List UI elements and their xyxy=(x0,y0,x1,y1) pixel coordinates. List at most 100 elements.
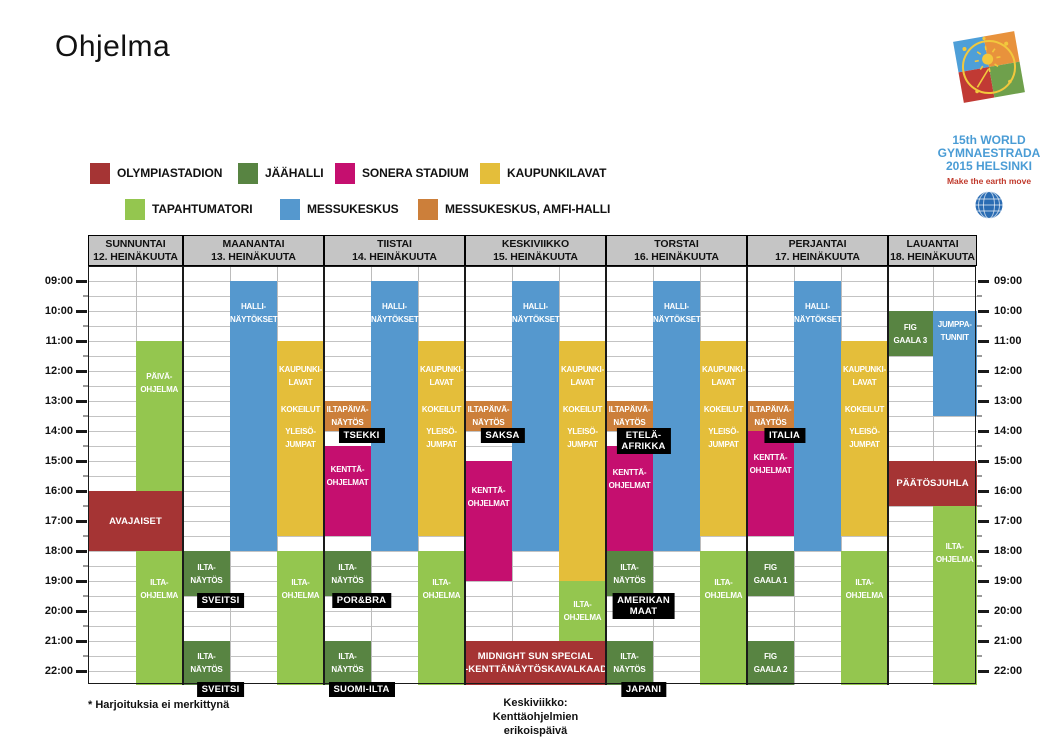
event-label-line: PÄIVÄ- xyxy=(146,372,173,381)
event-label-line: NÄYTÖS xyxy=(190,575,223,585)
event-label-line: KAUPUNKI- xyxy=(560,365,605,374)
time-label-left: 18:00 xyxy=(44,545,73,557)
country-tag-line: SAKSA xyxy=(485,429,520,441)
hour-tick xyxy=(978,400,989,403)
event-label-line: ILTA- xyxy=(338,652,357,661)
country-tag-japani: JAPANI xyxy=(620,682,667,697)
day-header-sunnuntai: SUNNUNTAI 12. HEINÄKUUTA xyxy=(88,235,183,266)
event-label-line: OHJELMAT xyxy=(326,478,369,487)
event-ilta-naytos: ILTA- NÄYTÖS xyxy=(606,641,653,685)
half-hour-tick xyxy=(977,295,982,297)
country-tag-line: AFRIKKA xyxy=(621,441,666,452)
day-header-lauantai: LAUANTAI 18. HEINÄKUUTA xyxy=(888,235,977,266)
event-ilta-naytos: ILTA- NÄYTÖS xyxy=(183,641,230,685)
hour-tick xyxy=(76,550,87,553)
event-label-line: YLEISÖ- xyxy=(567,427,598,436)
half-hour-tick xyxy=(977,325,982,327)
event-label-line: KENTTÄ- xyxy=(330,465,365,474)
event-label: PÄIVÄ- OHJELMA xyxy=(136,370,184,396)
event-label: ILTA- OHJELMA xyxy=(700,576,747,602)
time-label-right: 15:00 xyxy=(994,455,1023,467)
time-label-left: 16:00 xyxy=(44,485,73,497)
country-tag-amerikan-maat: AMERIKAN MAAT xyxy=(612,593,675,619)
day-date: 12. HEINÄKUUTA xyxy=(93,251,178,263)
event-label-line: ILTA- xyxy=(197,652,216,661)
hour-tick xyxy=(978,580,989,583)
event-label: ILTA- OHJELMA xyxy=(136,576,184,602)
event-label-line: NÄYTÖS xyxy=(613,665,646,674)
event-label: KAUPUNKI- LAVAT xyxy=(841,363,888,389)
event-label-line: TUNNIT xyxy=(940,333,969,342)
event-label-line: NÄYTÖS xyxy=(472,418,505,427)
hour-tick xyxy=(76,460,87,463)
country-tag-etela-afrikka: ETELÄ- AFRIKKA xyxy=(616,428,671,454)
half-hour-tick xyxy=(977,475,982,477)
country-tag-por-bra: POR&BRA xyxy=(331,593,392,608)
half-hour-tick xyxy=(977,385,982,387)
event-label-line: NÄYTÖKSET xyxy=(371,315,419,324)
event-label-line: KOKEILUT xyxy=(703,405,744,414)
time-label-left: 09:00 xyxy=(44,275,73,287)
legend-label: OLYMPIASTADION xyxy=(117,166,223,180)
event-label-line: FIG xyxy=(764,562,777,572)
event-halli-naytokset: HALLI- NÄYTÖKSET xyxy=(371,281,419,551)
country-tag-line: ITALIA xyxy=(768,429,801,441)
event-ilta-naytos: ILTA- NÄYTÖS xyxy=(606,551,653,596)
event-label-line: KOKEILUT xyxy=(280,405,321,414)
event-label: KAUPUNKI- LAVAT xyxy=(700,363,747,389)
half-hour-tick xyxy=(83,625,88,627)
hour-tick xyxy=(978,490,989,493)
day-date: 16. HEINÄKUUTA xyxy=(634,251,719,263)
country-tag-line: ETELÄ- xyxy=(625,429,662,441)
time-label-left: 20:00 xyxy=(44,605,73,617)
event-label-line: OHJELMAT xyxy=(467,499,510,508)
event-label-line: LAVAT xyxy=(570,378,595,387)
half-hour-tick xyxy=(977,415,982,417)
event-label-line: OHJELMA xyxy=(281,591,320,600)
day-date: 14. HEINÄKUUTA xyxy=(352,251,437,263)
event-label-line: FIG xyxy=(903,322,917,332)
hour-tick xyxy=(978,670,989,673)
event-label-line: KOKEILUT xyxy=(844,405,885,414)
event-label-line: ILTA- xyxy=(945,542,964,551)
time-label-left: 14:00 xyxy=(44,425,73,437)
event-label: YLEISÖ- JUMPAT xyxy=(559,425,606,451)
time-label-right: 20:00 xyxy=(994,605,1023,617)
country-tag-saksa: SAKSA xyxy=(480,428,525,443)
hour-tick xyxy=(76,430,87,433)
hour-tick xyxy=(978,430,989,433)
event-label-line: ILTAPÄIVÄ- xyxy=(326,405,369,414)
day-header-maanantai: MAANANTAI 13. HEINÄKUUTA xyxy=(183,235,324,266)
event-label-line: OHJELMAT xyxy=(608,481,651,490)
country-tag-line: SVEITSI xyxy=(201,683,240,695)
event-label-line: ILTA- xyxy=(197,562,216,572)
event-iltapaiva-naytos: ILTAPÄIVÄ- NÄYTÖS xyxy=(324,401,371,431)
event-label-line: ILTA- xyxy=(338,562,357,572)
legend-swatch-jaahalli xyxy=(238,163,258,184)
half-hour-tick xyxy=(977,595,982,597)
event-label-line: KAUPUNKI- xyxy=(419,365,464,374)
event-label: ILTA- OHJELMA xyxy=(277,576,324,602)
time-label-right: 21:00 xyxy=(994,635,1023,647)
gridline xyxy=(88,551,977,552)
event-label-line: NÄYTÖS xyxy=(331,575,364,585)
hour-tick xyxy=(76,370,87,373)
time-label-right: 13:00 xyxy=(994,395,1023,407)
half-hour-tick xyxy=(83,565,88,567)
event-label-line: OHJELMA xyxy=(140,591,179,600)
country-tag-suomi-ilta: SUOMI-ILTA xyxy=(328,682,395,697)
event-label: KOKEILUT xyxy=(277,403,324,416)
time-label-left: 12:00 xyxy=(44,365,73,377)
day-header-keskiviikko: KESKIVIIKKO 15. HEINÄKUUTA xyxy=(465,235,606,266)
event-kentta-ohjelmat: KENTTÄ- OHJELMAT xyxy=(747,431,794,536)
event-label-line: GAALA 2 xyxy=(753,665,788,674)
event-label-line: -KENTTÄNÄYTÖSKAVALKAADI xyxy=(465,664,610,675)
half-hour-tick xyxy=(977,565,982,567)
event-label: YLEISÖ- JUMPAT xyxy=(841,425,888,451)
event-label: KAUPUNKI- LAVAT xyxy=(418,363,465,389)
day-name: SUNNUNTAI xyxy=(105,238,166,250)
day-name: LAUANTAI xyxy=(906,238,959,250)
event-label-line: NÄYTÖS xyxy=(613,575,646,585)
hour-tick xyxy=(978,640,989,643)
event-kentta-ohjelmat: KENTTÄ- OHJELMAT xyxy=(465,461,512,581)
